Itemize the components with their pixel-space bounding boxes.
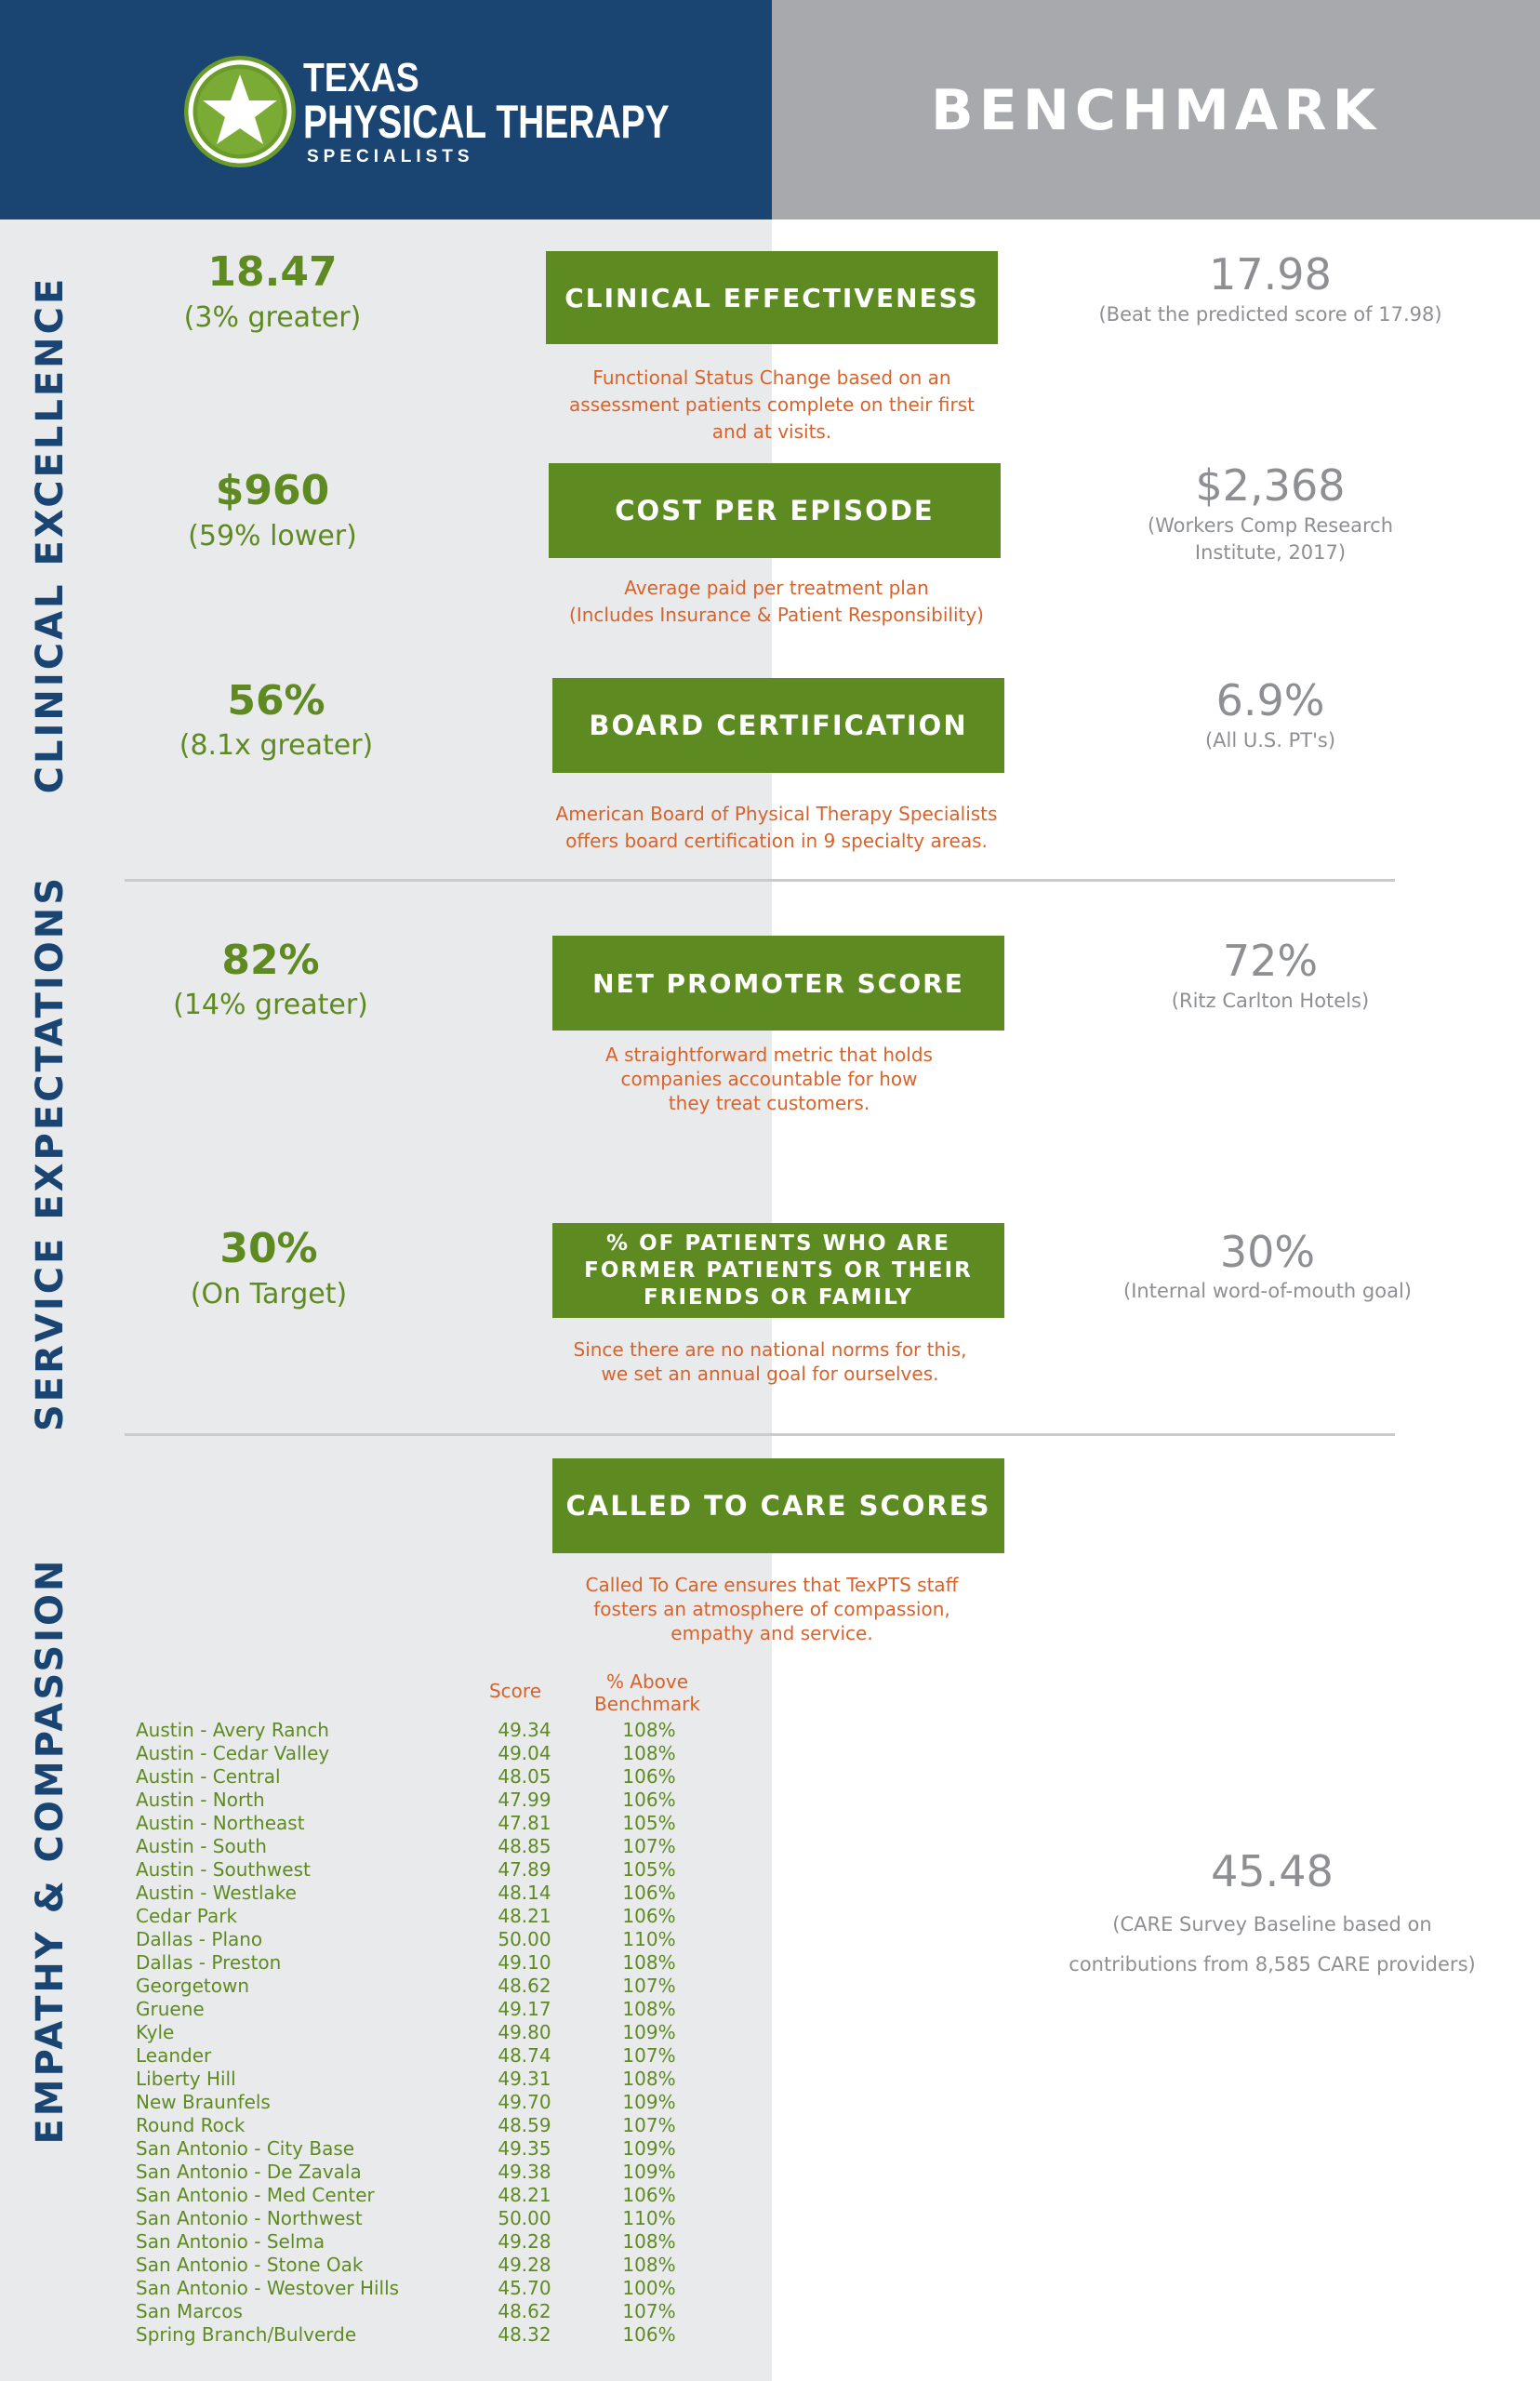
metric-comparison: (3% greater) xyxy=(183,301,362,334)
benchmark-note: (All U.S. PT's) xyxy=(1204,729,1336,752)
metric-description: Average paid per treatment plan (Includes… xyxy=(569,577,984,626)
column-header-score: Score xyxy=(488,1680,541,1702)
benchmark-note: (Ritz Carlton Hotels) xyxy=(1171,990,1370,1012)
section-label-service-expectations: SERVICE EXPECTATIONS xyxy=(29,874,72,1432)
benchmark-note: (Internal word-of-mouth goal) xyxy=(1123,1280,1412,1302)
care-title-box: CALLED TO CARE SCORES xyxy=(552,1458,1004,1553)
metric-comparison: (14% greater) xyxy=(173,989,368,1021)
care-description: Called To Care ensures that TexPTS staff… xyxy=(585,1574,959,1644)
care-benchmark-note: (CARE Survey Baseline based on contributi… xyxy=(1069,1913,1476,1975)
benchmark-note: (Workers Comp Research Institute, 2017) xyxy=(1147,514,1394,564)
star-logo-icon xyxy=(184,56,296,167)
left-panel-background xyxy=(0,0,772,2381)
section-label-clinical-excellence: CLINICAL EXCELLENCE xyxy=(29,275,72,794)
section-divider xyxy=(125,879,1395,882)
metric-value: 30% xyxy=(219,1225,318,1272)
column-header-percent-above: % Above Benchmark xyxy=(594,1670,700,1715)
benchmark-value: 17.98 xyxy=(1209,249,1332,299)
metric-description: Functional Status Change based on an asse… xyxy=(569,366,975,443)
metric-value: 18.47 xyxy=(207,248,338,296)
logo-text-texas: TEXAS xyxy=(303,55,419,100)
metric-value: 82% xyxy=(221,937,320,984)
metric-title-box: COST PER EPISODE xyxy=(549,463,1001,558)
metric-description: Since there are no national norms for th… xyxy=(573,1338,967,1385)
metric-value: 56% xyxy=(227,677,325,725)
benchmark-heading: BENCHMARK xyxy=(930,78,1382,143)
benchmark-note: (Beat the predicted score of 17.98) xyxy=(1098,303,1442,326)
metric-description: American Board of Physical Therapy Speci… xyxy=(555,803,998,852)
header-benchmark-panel xyxy=(772,0,1540,219)
right-panel-background xyxy=(772,0,1540,2381)
metric-title-box: BOARD CERTIFICATION xyxy=(552,678,1004,773)
metric-title-box: % OF PATIENTS WHO ARE FORMER PATIENTS OR … xyxy=(552,1223,1004,1318)
section-label-empathy-compassion: EMPATHY & COMPASSION xyxy=(29,1557,72,2145)
care-benchmark-value: 45.48 xyxy=(1211,1846,1334,1896)
section-divider xyxy=(125,1433,1395,1436)
header-brand-panel xyxy=(0,0,772,219)
metric-description: A straightforward metric that holds compa… xyxy=(605,1044,933,1114)
benchmark-value: 30% xyxy=(1219,1227,1316,1277)
logo-text-physical-therapy: PHYSICAL THERAPY xyxy=(303,96,670,148)
metric-comparison: (59% lower) xyxy=(188,520,357,552)
metric-comparison: (8.1x greater) xyxy=(179,729,374,762)
benchmark-value: 6.9% xyxy=(1215,675,1325,725)
metric-value: $960 xyxy=(215,467,330,514)
logo-text-specialists: SPECIALISTS xyxy=(307,147,474,166)
metric-title-box: CLINICAL EFFECTIVENESS xyxy=(546,251,998,344)
metric-comparison: (On Target) xyxy=(190,1278,348,1310)
benchmark-value: $2,368 xyxy=(1195,460,1346,511)
benchmark-value: 72% xyxy=(1222,936,1319,986)
metric-title-box: NET PROMOTER SCORE xyxy=(552,936,1004,1031)
